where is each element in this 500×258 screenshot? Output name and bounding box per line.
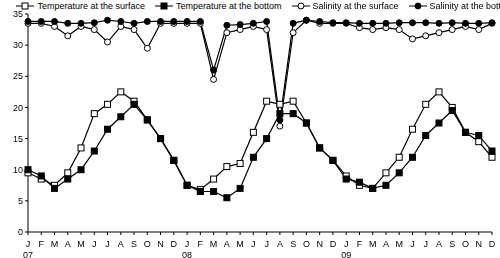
svg-text:M: M	[51, 239, 59, 249]
html-text:Temperature at the surface: Temperature at the surface	[37, 1, 145, 11]
svg-text:A: A	[436, 239, 442, 249]
svg-text:N: N	[316, 239, 323, 249]
svg-text:25: 25	[13, 71, 23, 81]
svg-text:A: A	[65, 239, 71, 249]
svg-text:J: J	[105, 239, 110, 249]
svg-text:J: J	[251, 239, 256, 249]
svg-text:35: 35	[13, 9, 23, 19]
svg-text:A: A	[118, 239, 124, 249]
svg-text:M: M	[395, 239, 403, 249]
svg-text:M: M	[210, 239, 218, 249]
svg-text:A: A	[277, 239, 283, 249]
svg-text:A: A	[383, 239, 389, 249]
svg-text:F: F	[39, 239, 45, 249]
svg-text:30: 30	[13, 40, 23, 50]
svg-text:J: J	[344, 239, 349, 249]
svg-text:F: F	[357, 239, 363, 249]
svg-text:J: J	[185, 239, 190, 249]
svg-text:S: S	[449, 239, 455, 249]
svg-text:D: D	[171, 239, 178, 249]
svg-text:15: 15	[13, 134, 23, 144]
svg-text:D: D	[489, 239, 492, 249]
svg-text:07: 07	[23, 250, 33, 258]
svg-text:09: 09	[341, 250, 351, 258]
svg-text:M: M	[77, 239, 85, 249]
svg-text:20: 20	[13, 103, 23, 113]
svg-text:J: J	[423, 239, 428, 249]
svg-text:A: A	[224, 239, 230, 249]
svg-text:08: 08	[182, 250, 192, 258]
html-text:Salinity at the surface: Salinity at the surface	[312, 1, 399, 11]
svg-text:10: 10	[13, 165, 23, 175]
svg-text:J: J	[264, 239, 269, 249]
svg-text:O: O	[303, 239, 310, 249]
svg-text:N: N	[475, 239, 482, 249]
svg-text:F: F	[198, 239, 204, 249]
svg-text:M: M	[369, 239, 377, 249]
html-text:Temperature at the bottom: Temperature at the bottom	[176, 1, 282, 11]
svg-text:O: O	[462, 239, 469, 249]
svg-text:J: J	[26, 239, 31, 249]
svg-text:S: S	[131, 239, 137, 249]
svg-text:N: N	[157, 239, 164, 249]
svg-text:O: O	[144, 239, 151, 249]
svg-text:5: 5	[18, 196, 23, 206]
svg-text:M: M	[236, 239, 244, 249]
svg-text:J: J	[92, 239, 97, 249]
svg-text:0: 0	[18, 227, 23, 237]
svg-text:S: S	[290, 239, 296, 249]
svg-text:D: D	[330, 239, 337, 249]
svg-text:J: J	[410, 239, 415, 249]
